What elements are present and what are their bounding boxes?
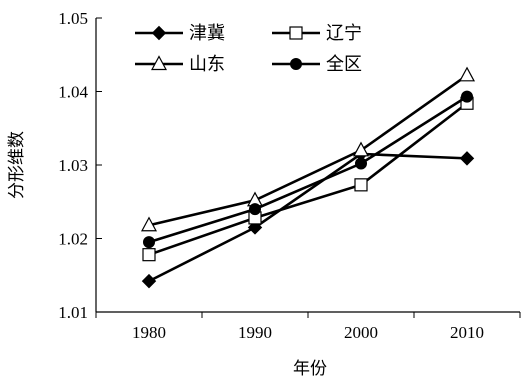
y-tick-label: 1.03 <box>58 156 88 175</box>
x-tick-label: 1980 <box>132 323 166 342</box>
data-point <box>143 236 155 249</box>
y-tick-label: 1.01 <box>58 303 88 322</box>
legend-marker <box>150 55 168 71</box>
y-tick-label: 1.02 <box>58 230 88 249</box>
series-3 <box>140 66 476 232</box>
data-point <box>461 90 473 103</box>
data-point <box>142 248 156 262</box>
axes: 1.01 1.02 1.03 1.04 1.05 1980 1990 2000 2010 <box>58 9 521 342</box>
series-line <box>148 102 468 256</box>
legend-item: 津冀 <box>135 23 225 43</box>
x-tick-label: 2000 <box>344 323 378 342</box>
data-point <box>141 273 157 289</box>
legend-label: 山东 <box>189 54 225 74</box>
series-layer <box>140 66 476 289</box>
data-point <box>459 151 475 166</box>
x-tick-label: 1990 <box>238 323 272 342</box>
y-tick-label: 1.05 <box>58 9 88 28</box>
y-tick-label: 1.04 <box>58 83 88 102</box>
data-point <box>354 178 368 192</box>
series-line <box>148 74 468 227</box>
data-point <box>352 141 370 157</box>
x-tick-label: 2010 <box>450 323 484 342</box>
data-point <box>249 203 261 216</box>
series-line <box>148 95 468 244</box>
legend-marker <box>151 25 167 41</box>
y-axis-title: 分形维数 <box>7 131 26 199</box>
legend-label: 津冀 <box>189 23 225 43</box>
data-point <box>458 66 476 82</box>
legend-item: 山东 <box>135 54 225 74</box>
x-axis-title: 年份 <box>293 359 327 378</box>
data-point <box>140 216 158 232</box>
series-4 <box>143 90 473 249</box>
legend-label: 全区 <box>326 54 362 74</box>
legend-label: 辽宁 <box>326 23 362 43</box>
series-2 <box>142 96 474 262</box>
data-point <box>355 157 367 170</box>
legend-item: 辽宁 <box>272 23 362 43</box>
legend-marker <box>289 26 303 40</box>
series-line <box>148 152 468 283</box>
series-1 <box>141 146 475 289</box>
legend-item: 全区 <box>272 54 362 74</box>
legend-marker <box>290 58 302 70</box>
